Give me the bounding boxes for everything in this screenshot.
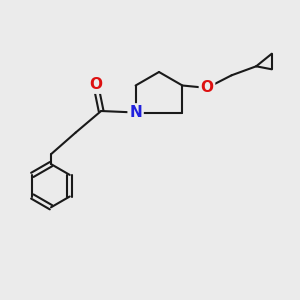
Text: O: O — [200, 80, 214, 95]
Text: N: N — [129, 105, 142, 120]
Text: O: O — [89, 77, 102, 92]
